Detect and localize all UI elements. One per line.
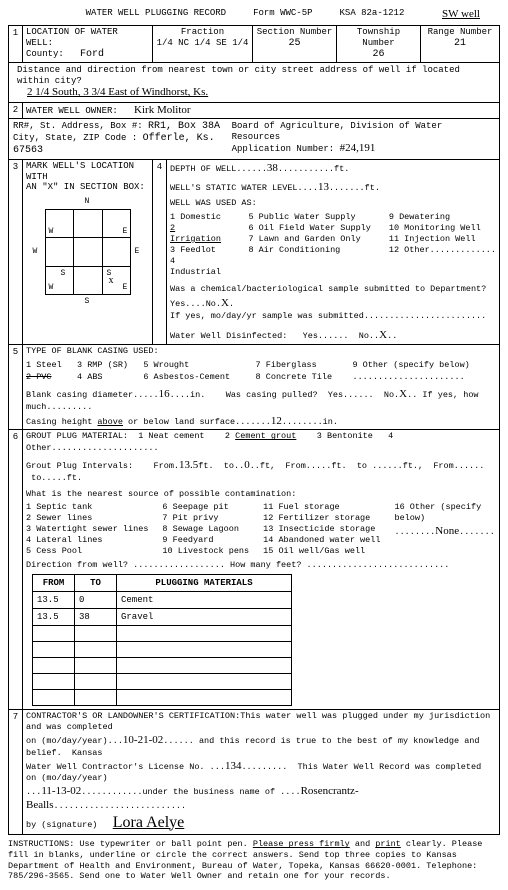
mark-label1: MARK WELL'S LOCATION WITH	[26, 161, 149, 183]
cert-2: on (mo/day/year)...10-21-02...... and th…	[26, 733, 496, 758]
range-label: Range Number	[424, 27, 496, 38]
location-label: LOCATION OF WATER WELL:	[26, 27, 149, 49]
contam-c4: 16 Other (specify below)........None....…	[394, 502, 496, 557]
fraction-label: Fraction	[156, 27, 249, 38]
section-1-num: 1	[9, 26, 23, 62]
casing-row1: 1 Steel 3 RMP (SR) 5 Wrought 7 Fiberglas…	[26, 360, 496, 371]
table-row: 13.538Gravel	[33, 609, 292, 626]
table-row	[33, 674, 292, 690]
section-3-num: 3	[9, 160, 23, 344]
county-label: County:	[26, 49, 64, 59]
app-value[interactable]: #24,191	[340, 142, 376, 154]
form-number: Form WWC-5P	[253, 8, 312, 18]
uses-col2: 5 Public Water Supply 6 Oil Field Water …	[248, 212, 370, 278]
ksa: KSA 82a-1212	[340, 8, 405, 18]
casing-diam: Blank casing diameter.....16....in. Was …	[26, 387, 496, 413]
signature[interactable]: Lora Aelye	[113, 814, 185, 831]
section-7-num: 7	[9, 710, 23, 834]
mark-label2: AN "X" IN SECTION BOX:	[26, 182, 149, 193]
casing-title: TYPE OF BLANK CASING USED:	[26, 346, 496, 357]
cert-5: by (signature) Lora Aelye	[26, 813, 496, 834]
casing-height: Casing height above or below land surfac…	[26, 414, 496, 429]
depth-value[interactable]: 38	[267, 162, 278, 174]
grout-intervals: Grout Plug Intervals: From.13.5ft. to..0…	[26, 458, 496, 484]
section-label: Section Number	[256, 27, 333, 38]
location-grid[interactable]: N S W E W E W E S S x	[33, 197, 143, 307]
instructions: INSTRUCTIONS: Use typewriter or ball poi…	[8, 839, 500, 882]
chem-q: Was a chemical/bacteriological sample su…	[170, 284, 496, 310]
depth-label: DEPTH OF WELL	[170, 164, 236, 174]
static-label: WELL'S STATIC WATER LEVEL	[170, 183, 298, 193]
table-row	[33, 690, 292, 706]
table-row	[33, 642, 292, 658]
addr1[interactable]: RR1, Box 38A	[148, 121, 220, 132]
range-value[interactable]: 21	[424, 38, 496, 50]
form-title: WATER WELL PLUGGING RECORD	[86, 8, 226, 18]
direction-row: Direction from well? .................. …	[26, 560, 496, 571]
corner-note: SW well	[442, 8, 500, 21]
app-label: Application Number:	[232, 144, 335, 154]
casing-row2: 2 PVC 4 ABS 6 Asbestos-Cement 8 Concrete…	[26, 372, 496, 383]
section-6-num: 6	[9, 430, 23, 709]
disinfect: Water Well Disinfected: Yes...... No..X.…	[170, 328, 496, 343]
plugging-table: FROMTOPLUGGING MATERIALS 13.50Cement 13.…	[32, 574, 292, 706]
addr-label: RR#, St. Address, Box #:	[13, 121, 143, 131]
nearest-label: What is the nearest source of possible c…	[26, 489, 496, 500]
owner-value[interactable]: Kirk Molitor	[134, 104, 191, 116]
distance-value[interactable]: 2 1/4 South, 3 3/4 East of Windhorst, Ks…	[13, 86, 495, 99]
contam-c1: 1 Septic tank 2 Sewer lines 3 Watertight…	[26, 502, 148, 557]
table-row: 13.50Cement	[33, 591, 292, 608]
table-row	[33, 658, 292, 674]
township-label: Township Number	[340, 27, 417, 49]
board-label: Board of Agriculture, Division of Water …	[232, 121, 475, 143]
section-5-num: 5	[9, 345, 23, 430]
table-row	[33, 626, 292, 642]
used-label: WELL WAS USED AS:	[170, 198, 496, 209]
cert-3: Water Well Contractor's License No. ...1…	[26, 759, 496, 784]
cert-1: CONTRACTOR'S OR LANDOWNER'S CERTIFICATIO…	[26, 711, 496, 733]
cert-4: ...11-13-02............under the busines…	[26, 784, 496, 813]
city-label: City, State, ZIP Code :	[13, 133, 137, 143]
static-value[interactable]: 13	[318, 181, 329, 193]
section-4-num: 4	[153, 160, 167, 344]
section-2-num: 2	[9, 103, 23, 118]
owner-label: WATER WELL OWNER:	[26, 106, 118, 116]
uses-col3: 9 Dewatering 10 Monitoring Well 11 Injec…	[389, 212, 496, 278]
fraction-value[interactable]: 1/4 NC 1/4 SE 1/4	[156, 38, 249, 49]
county-value[interactable]: Ford	[80, 49, 104, 60]
contam-c2: 6 Seepage pit 7 Pit privy 8 Sewage Lagoo…	[162, 502, 249, 557]
distance-label: Distance and direction from nearest town…	[13, 65, 495, 87]
uses-col1: 1 Domestic2 Irrigation3 Feedlot4 Industr…	[170, 212, 230, 278]
contam-c3: 11 Fuel storage 12 Fertilizer storage 13…	[263, 502, 380, 557]
chem-q2: If yes, mo/day/yr sample was submitted..…	[170, 311, 496, 322]
township-value[interactable]: 26	[340, 49, 417, 61]
section-value[interactable]: 25	[256, 38, 333, 50]
grout-title: GROUT PLUG MATERIAL: 1 Neat cement 2 Cem…	[26, 431, 496, 454]
